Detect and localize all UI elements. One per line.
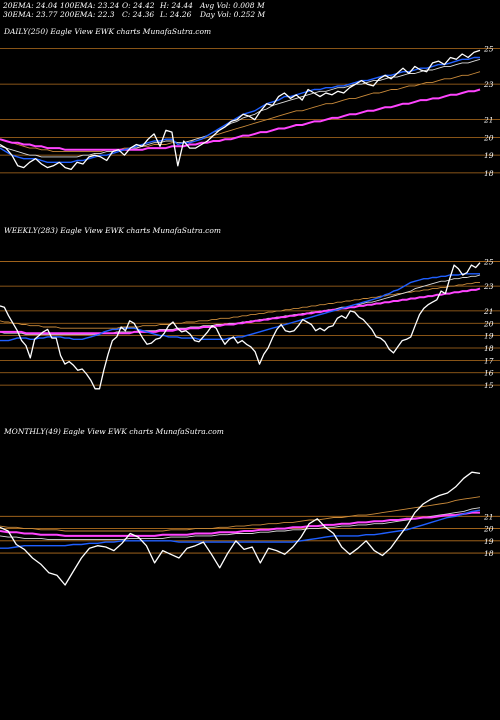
weekly-price-line	[0, 262, 481, 390]
monthly-ema-mid-a-line	[0, 507, 481, 541]
weekly-y-tick-label: 16	[484, 369, 494, 378]
monthly-ema-mid-b-line	[0, 496, 481, 532]
daily-ema-slow-line	[0, 88, 481, 151]
daily-y-tick-label: 25	[483, 45, 494, 54]
weekly-y-tick-label: 20	[483, 319, 494, 328]
header-ema30: 30EMA: 23.77	[3, 10, 58, 19]
header-close: C: 24.36	[122, 10, 155, 19]
monthly-price-line	[0, 471, 481, 586]
daily-y-tick-label: 20	[483, 133, 494, 142]
daily-y-tick-label: 21	[483, 116, 494, 125]
weekly-ema-slow-line	[0, 287, 481, 335]
daily-ema-mid-a-line	[0, 58, 481, 158]
weekly-y-tick-label: 18	[484, 344, 494, 353]
weekly-y-tick-label: 23	[483, 282, 494, 291]
daily-ema-fast-line	[0, 56, 480, 164]
monthly-y-tick-label: 20	[483, 525, 494, 534]
daily-y-tick-label: 18	[484, 169, 494, 178]
daily-panel-title: DAILY(250) Eagle View EWK charts MunafaS…	[4, 27, 212, 36]
weekly-panel-title: WEEKLY(283) Eagle View EWK charts Munafa…	[4, 226, 221, 235]
header-high: H: 24.44	[160, 1, 193, 10]
daily-price-line	[0, 49, 481, 171]
monthly-y-tick-label: 19	[484, 537, 494, 546]
monthly-panel-title: MONTHLY(49) Eagle View EWK charts Munafa…	[4, 427, 224, 436]
weekly-y-tick-label: 21	[483, 307, 494, 316]
header-avg-vol: Avg Vol: 0.008 M	[200, 1, 265, 10]
header-ema100: 100EMA: 23.24	[60, 1, 120, 10]
monthly-y-tick-label: 21	[483, 512, 494, 521]
weekly-y-tick-label: 19	[484, 332, 494, 341]
daily-ema-mid-b-line	[0, 71, 481, 153]
weekly-ema-mid-b-line	[0, 281, 480, 329]
header-ema20: 20EMA: 24.04	[3, 1, 58, 10]
daily-y-tick-label: 23	[483, 80, 494, 89]
header-open: O: 24.42	[122, 1, 155, 10]
weekly-y-tick-label: 25	[483, 257, 494, 266]
weekly-ema-fast-line	[0, 273, 480, 342]
monthly-ema-fast-line	[0, 509, 481, 549]
monthly-ema-slow-line	[0, 511, 480, 537]
daily-y-tick-label: 19	[484, 151, 494, 160]
header-low: L: 24.26	[160, 10, 192, 19]
weekly-y-tick-label: 15	[484, 381, 494, 390]
weekly-y-tick-label: 17	[484, 356, 494, 365]
monthly-y-tick-label: 18	[484, 549, 494, 558]
header-ema200: 200EMA: 22.3	[60, 10, 115, 19]
header-day-vol: Day Vol: 0.252 M	[200, 10, 266, 19]
